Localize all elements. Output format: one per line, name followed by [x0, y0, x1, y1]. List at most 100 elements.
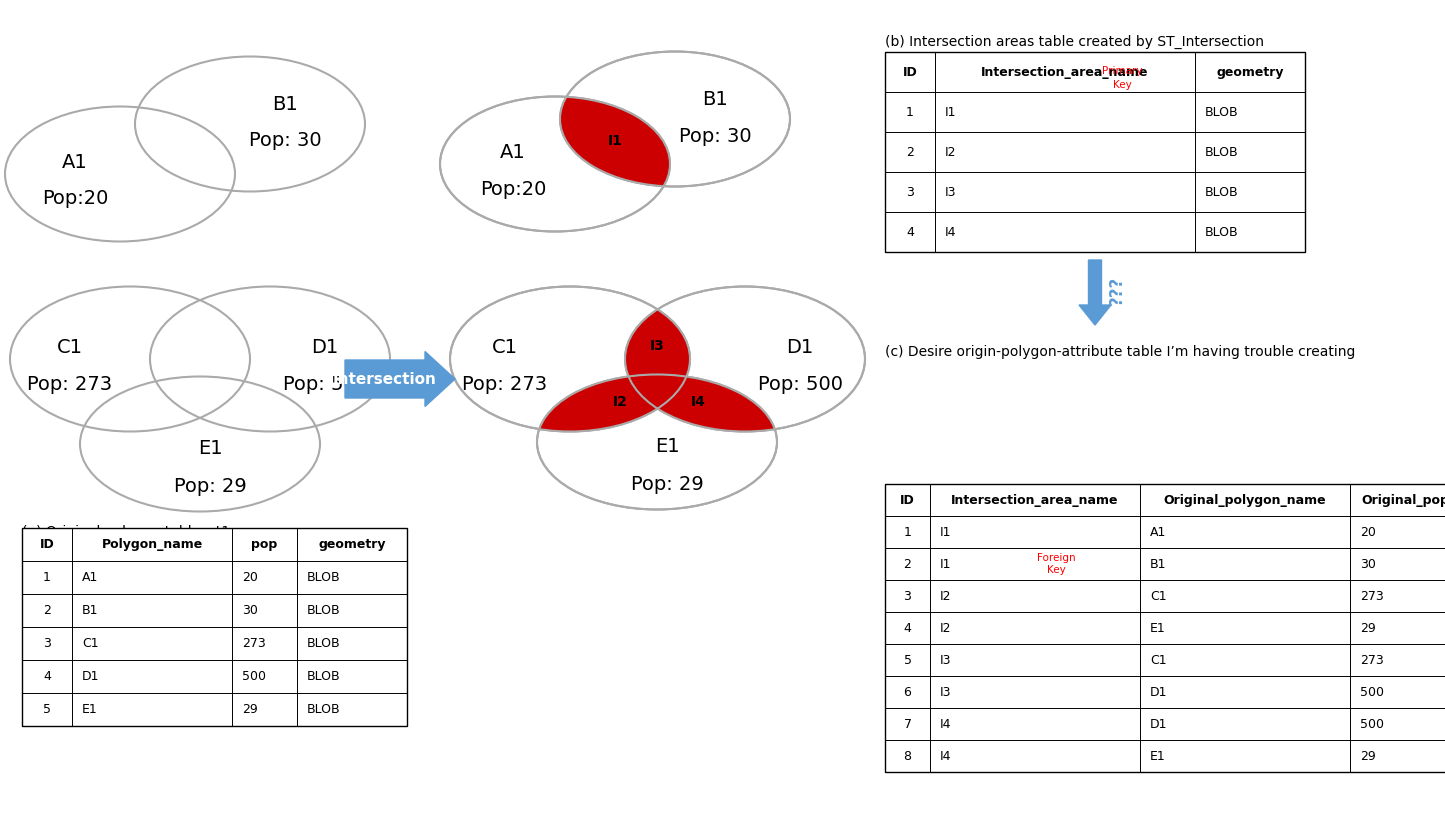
Text: 29: 29 [1360, 750, 1376, 763]
Text: ID: ID [903, 65, 918, 78]
Text: D1: D1 [1150, 717, 1168, 730]
Text: A1: A1 [1150, 526, 1166, 539]
Text: C1: C1 [56, 338, 82, 357]
Text: I4: I4 [691, 395, 705, 409]
Text: B1: B1 [1150, 558, 1166, 571]
Text: 500: 500 [241, 670, 266, 683]
Text: Pop: 500: Pop: 500 [283, 374, 367, 393]
Text: Foreign: Foreign [1036, 553, 1075, 563]
Text: E1: E1 [1150, 622, 1166, 634]
Text: 3: 3 [43, 637, 51, 650]
Text: 4: 4 [906, 225, 913, 239]
Text: 273: 273 [1360, 654, 1384, 667]
Text: I1: I1 [941, 526, 951, 539]
Text: I3: I3 [650, 339, 665, 353]
Text: BLOB: BLOB [1205, 186, 1238, 199]
Text: D1: D1 [786, 338, 814, 357]
Text: I1: I1 [607, 134, 623, 148]
Text: BLOB: BLOB [1205, 146, 1238, 159]
Text: C1: C1 [491, 338, 517, 357]
Text: C1: C1 [1150, 654, 1166, 667]
Text: E1: E1 [198, 440, 223, 458]
Text: Intersection: Intersection [332, 371, 436, 387]
Text: C1: C1 [82, 637, 98, 650]
Text: A1: A1 [500, 142, 526, 161]
Text: Intersection_area_name: Intersection_area_name [951, 493, 1118, 506]
Text: ID: ID [39, 538, 55, 551]
Bar [884, 484, 1445, 772]
Text: I3: I3 [945, 186, 957, 199]
Text: B1: B1 [272, 94, 298, 113]
Text: Pop: 29: Pop: 29 [630, 475, 704, 493]
Text: (b) Intersection areas table created by ST_Intersection: (b) Intersection areas table created by … [884, 35, 1264, 49]
Text: I4: I4 [941, 750, 951, 763]
Text: 4: 4 [903, 622, 912, 634]
Text: 30: 30 [1360, 558, 1376, 571]
Text: I3: I3 [941, 654, 951, 667]
Text: Intersection_area_name: Intersection_area_name [981, 65, 1149, 78]
Text: Pop: 29: Pop: 29 [173, 476, 247, 496]
Polygon shape [629, 374, 775, 431]
Text: BLOB: BLOB [306, 637, 341, 650]
Text: 29: 29 [1360, 622, 1376, 634]
Text: 500: 500 [1360, 717, 1384, 730]
Text: Key: Key [1113, 80, 1131, 90]
Text: Original_pop: Original_pop [1361, 493, 1445, 506]
Text: C1: C1 [1150, 589, 1166, 602]
Text: ID: ID [900, 493, 915, 506]
Text: I2: I2 [941, 622, 951, 634]
Text: geometry: geometry [318, 538, 386, 551]
Text: 273: 273 [1360, 589, 1384, 602]
Text: D1: D1 [311, 338, 338, 357]
Text: (a) Original polygon table – t1: (a) Original polygon table – t1 [22, 525, 230, 539]
Text: I2: I2 [945, 146, 957, 159]
Text: 20: 20 [1360, 526, 1376, 539]
Text: 29: 29 [241, 703, 257, 716]
Text: (c) Desire origin-polygon-attribute table I’m having trouble creating: (c) Desire origin-polygon-attribute tabl… [884, 345, 1355, 359]
Text: D1: D1 [82, 670, 100, 683]
Text: 30: 30 [241, 604, 257, 617]
Text: I3: I3 [941, 685, 951, 698]
Text: Pop: 273: Pop: 273 [27, 374, 113, 393]
Text: 2: 2 [43, 604, 51, 617]
FancyArrow shape [1079, 260, 1111, 325]
Text: 8: 8 [903, 750, 912, 763]
Text: I1: I1 [945, 106, 957, 119]
Polygon shape [539, 374, 686, 431]
Text: Pop: 273: Pop: 273 [462, 374, 548, 393]
Text: E1: E1 [655, 437, 679, 457]
Polygon shape [626, 309, 691, 409]
Text: 20: 20 [241, 571, 257, 584]
Text: BLOB: BLOB [306, 703, 341, 716]
Text: Pop:20: Pop:20 [480, 180, 546, 199]
Text: 1: 1 [906, 106, 913, 119]
Polygon shape [561, 97, 670, 186]
Text: geometry: geometry [1217, 65, 1283, 78]
Text: BLOB: BLOB [1205, 225, 1238, 239]
Text: 1: 1 [43, 571, 51, 584]
Text: Pop: 30: Pop: 30 [679, 126, 751, 146]
FancyArrow shape [345, 352, 455, 406]
Text: 3: 3 [903, 589, 912, 602]
Text: 5: 5 [903, 654, 912, 667]
Text: 3: 3 [906, 186, 913, 199]
Text: 5: 5 [43, 703, 51, 716]
Text: B1: B1 [702, 90, 728, 108]
Text: I2: I2 [613, 395, 627, 409]
Text: I4: I4 [945, 225, 957, 239]
Text: 1: 1 [903, 526, 912, 539]
Text: 273: 273 [241, 637, 266, 650]
Text: E1: E1 [82, 703, 98, 716]
Text: A1: A1 [82, 571, 98, 584]
Text: Primary: Primary [1103, 66, 1143, 76]
Bar [884, 52, 1305, 252]
Text: pop: pop [251, 538, 277, 551]
Text: Pop: 30: Pop: 30 [249, 132, 321, 151]
Text: Key: Key [1046, 565, 1065, 575]
Text: I2: I2 [941, 589, 951, 602]
Text: ???: ??? [1108, 275, 1126, 304]
Text: D1: D1 [1150, 685, 1168, 698]
Text: 2: 2 [906, 146, 913, 159]
Text: 4: 4 [43, 670, 51, 683]
Text: I4: I4 [941, 717, 951, 730]
